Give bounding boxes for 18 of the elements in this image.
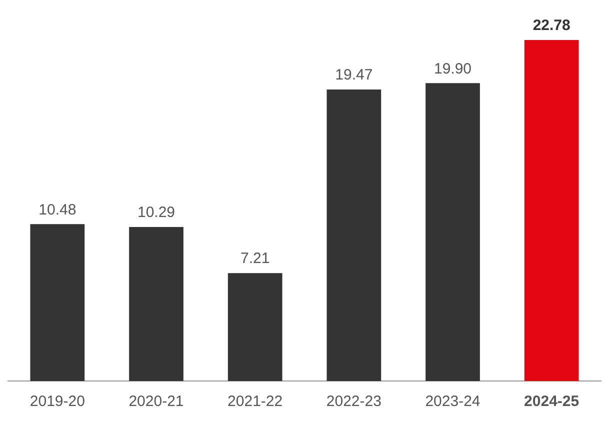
x-tick-label: 2021-22 (228, 393, 283, 410)
x-tick-label: 2023-24 (425, 393, 480, 410)
bar (228, 273, 282, 381)
data-label: 10.48 (38, 201, 76, 218)
bar (326, 90, 382, 381)
x-tick-label: 2019-20 (30, 393, 85, 410)
x-tick-label: 2020-21 (128, 393, 184, 410)
data-label: 7.21 (240, 250, 270, 268)
x-tick-label: 2024-25 (524, 393, 580, 410)
bar (524, 40, 579, 381)
x-tick-label: 2022-23 (326, 393, 382, 410)
bar (129, 226, 184, 381)
data-label: 19.47 (335, 66, 373, 84)
data-label: 10.29 (137, 204, 176, 222)
bar (426, 83, 480, 381)
data-label: 19.90 (434, 60, 472, 78)
bar (30, 224, 85, 381)
data-label: 22.78 (532, 17, 570, 34)
